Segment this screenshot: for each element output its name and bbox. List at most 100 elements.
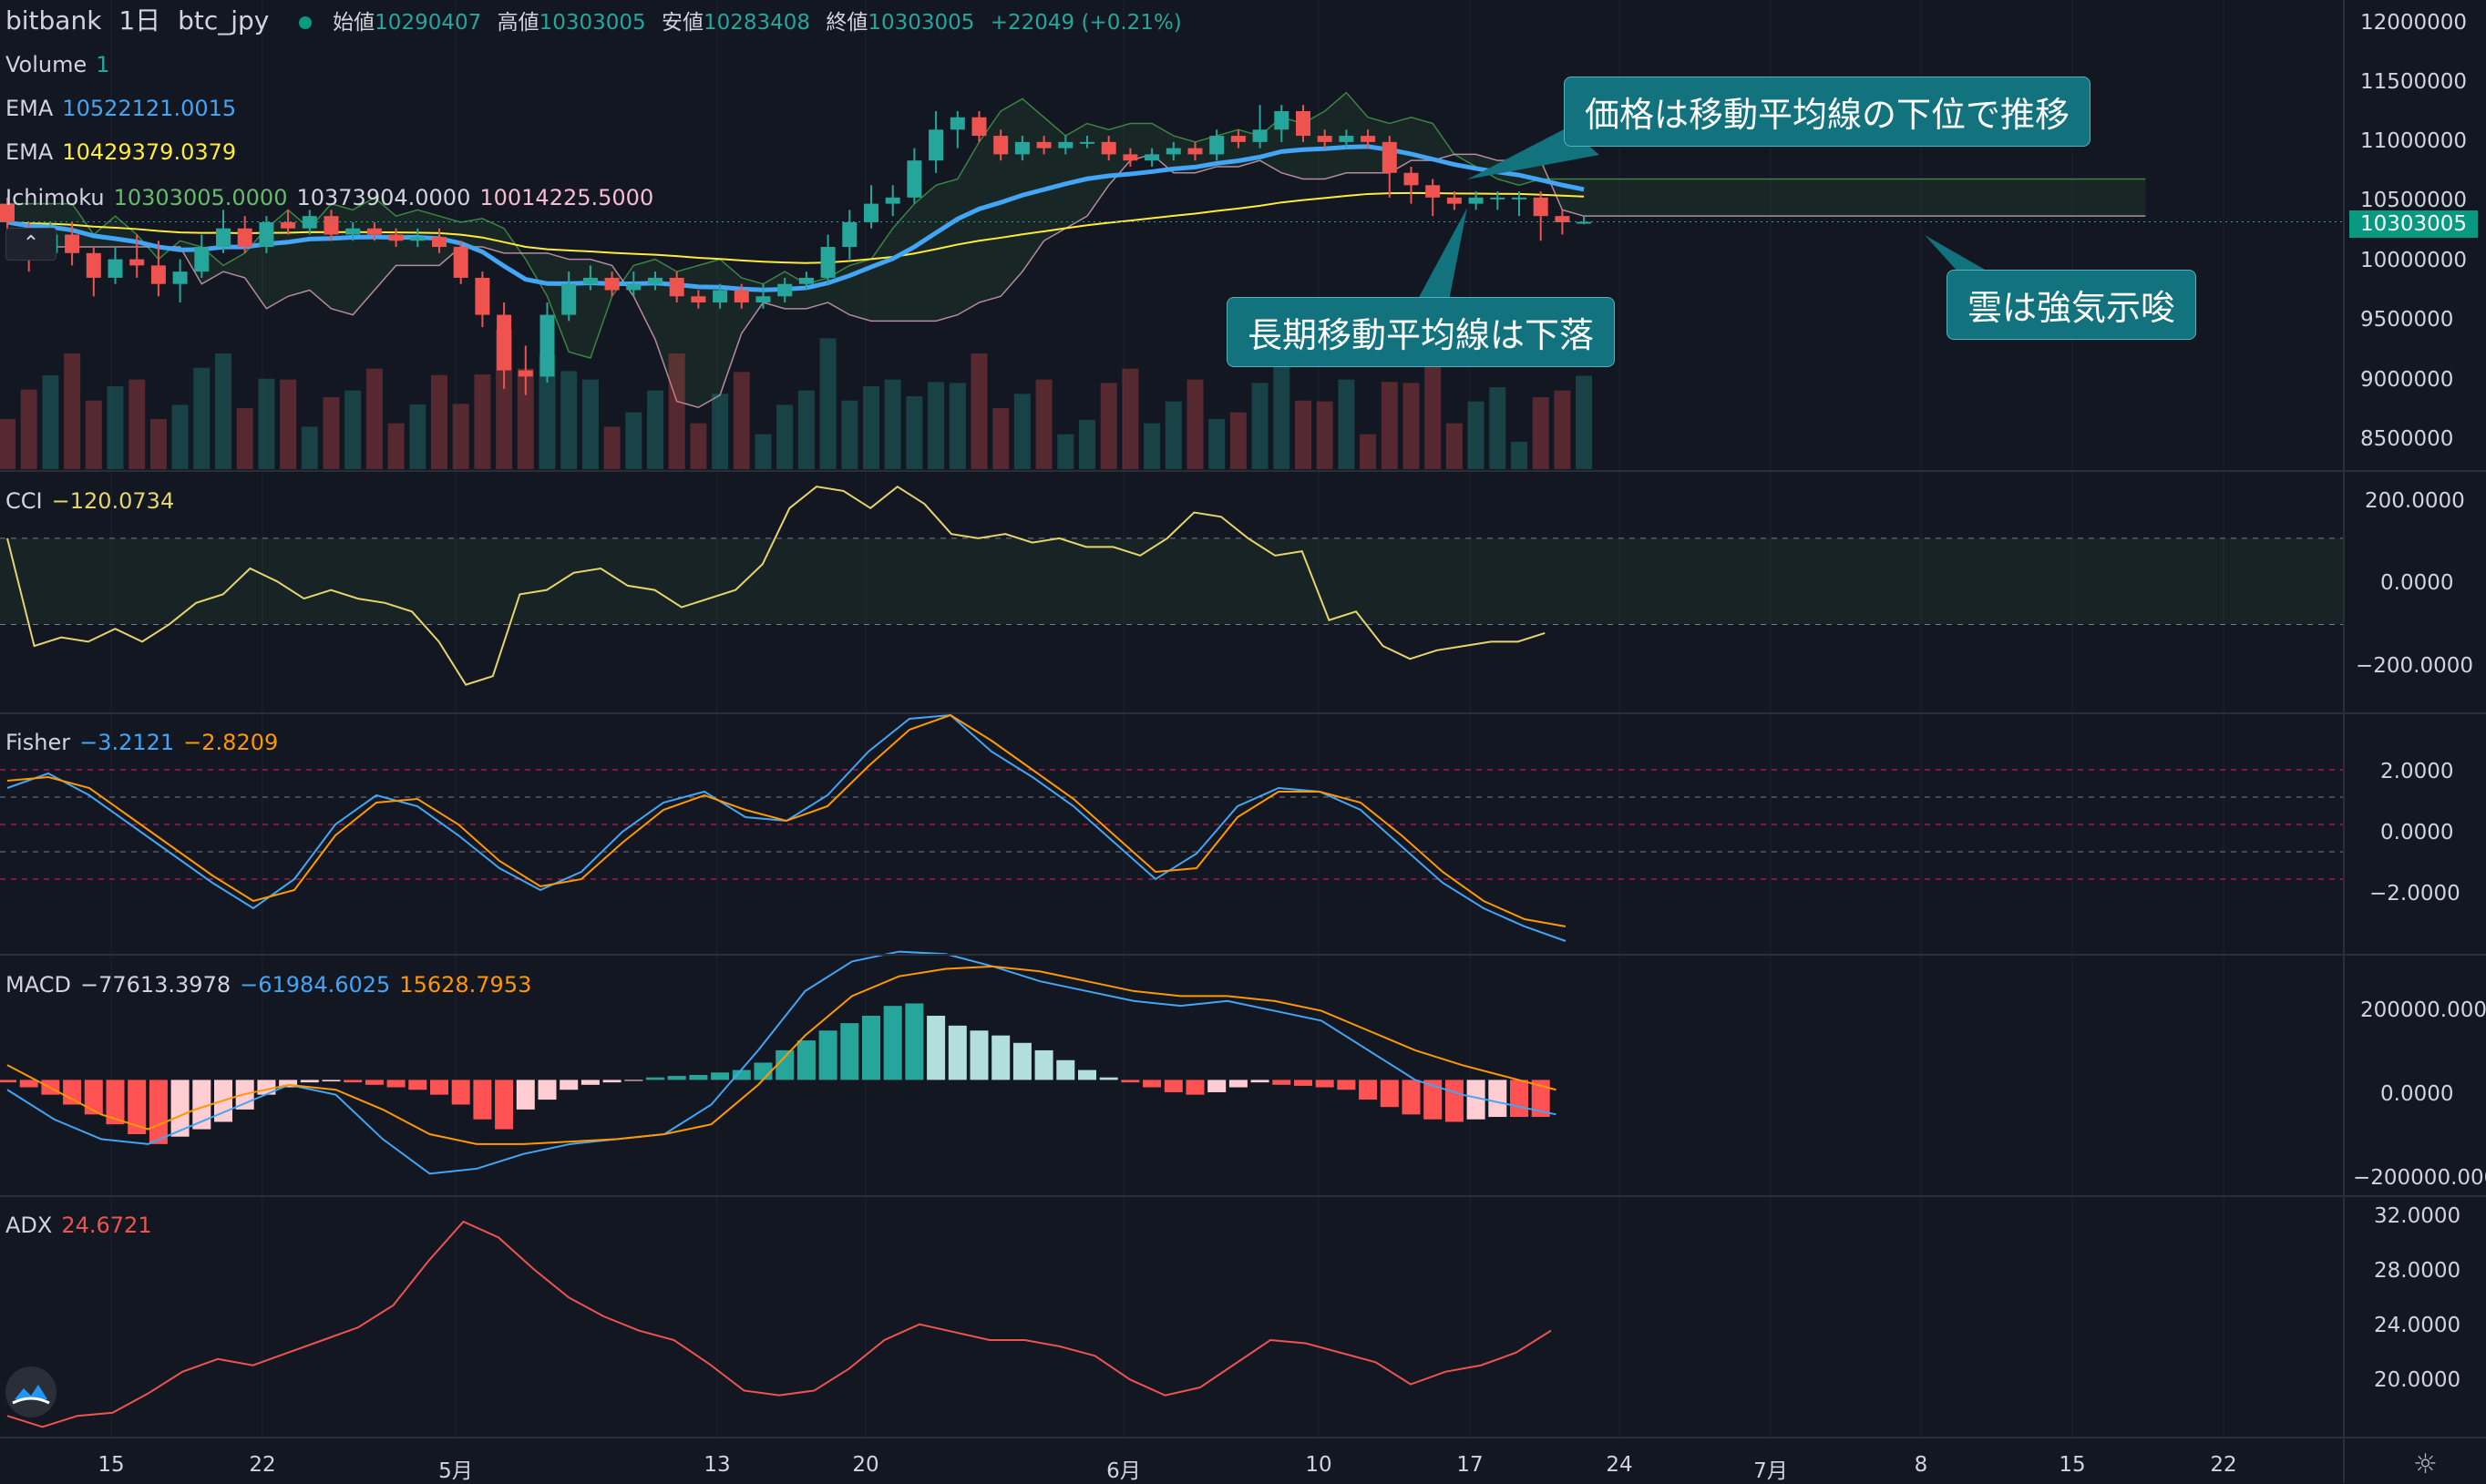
macd-histogram-bar xyxy=(1294,1080,1312,1086)
cci-tick: 200.0000 xyxy=(2365,489,2465,513)
price-tick: 11500000 xyxy=(2360,70,2468,94)
ema1-legend[interactable]: EMA 10522121.0015 xyxy=(5,95,245,122)
price-tick: 10500000 xyxy=(2360,189,2468,212)
candle-body xyxy=(410,237,426,241)
cci-tick: 0.0000 xyxy=(2380,571,2454,595)
candle-body xyxy=(907,160,922,198)
macd-histogram-bar xyxy=(1012,1042,1032,1080)
current-price-tag: 10303005 xyxy=(2349,210,2479,238)
volume-bar xyxy=(1122,368,1139,469)
macd-v2: −61984.6025 xyxy=(240,972,391,998)
tradingview-logo[interactable] xyxy=(5,1366,56,1417)
pair: btc_jpy xyxy=(178,5,270,36)
volume-bar xyxy=(1424,361,1442,469)
candle-body xyxy=(539,314,555,377)
macd-line xyxy=(6,950,1556,1175)
volume-bar xyxy=(560,371,578,469)
macd-histogram-bar xyxy=(386,1080,406,1088)
volume-bar xyxy=(1467,401,1484,469)
volume-label: Volume xyxy=(5,52,87,77)
volume-bar xyxy=(733,372,750,469)
candle-body xyxy=(453,247,468,278)
candle-body xyxy=(194,247,210,272)
price-tick: 11000000 xyxy=(2360,129,2468,153)
volume-bar xyxy=(971,353,988,469)
macd-legend[interactable]: MACD −77613.3978 −61984.6025 15628.7953 xyxy=(5,971,540,998)
candle-body xyxy=(388,234,404,241)
fisher-line xyxy=(6,713,1567,927)
candle-body xyxy=(777,283,793,297)
fisher-legend[interactable]: Fisher −3.2121 −2.8209 xyxy=(5,729,287,756)
x-tick: 22 xyxy=(249,1453,276,1477)
macd-histogram-bar xyxy=(667,1076,686,1080)
macd-histogram-bar xyxy=(300,1080,319,1083)
volume-bar xyxy=(64,353,81,469)
candle-body xyxy=(820,247,836,278)
cci-legend[interactable]: CCI −120.0734 xyxy=(5,487,183,515)
macd-histogram-bar xyxy=(1186,1080,1205,1095)
volume-bar xyxy=(85,400,102,469)
macd-histogram-bar xyxy=(840,1023,859,1080)
macd-histogram-bar xyxy=(473,1080,492,1120)
candle-body xyxy=(1382,141,1397,173)
macd-histogram-bar xyxy=(63,1080,82,1105)
annotation-callout[interactable]: 価格は移動平均線の下位で推移 xyxy=(1564,77,2091,147)
volume-bar xyxy=(949,383,966,469)
price-tick: 9000000 xyxy=(2360,368,2454,392)
gear-icon[interactable]: ☼ xyxy=(2413,1448,2438,1480)
candle-body xyxy=(713,290,728,303)
candle-body xyxy=(1123,154,1138,161)
low-value: 10283408 xyxy=(703,11,811,35)
macd-histogram-bar xyxy=(602,1080,622,1083)
volume-bar xyxy=(928,382,945,469)
collapse-legend-button[interactable]: ⌃ xyxy=(5,228,56,261)
volume-bar xyxy=(819,338,837,469)
annotation-callout[interactable]: 雲は強気示唆 xyxy=(1947,270,2197,340)
macd-histogram-bar xyxy=(279,1080,298,1088)
x-tick: 15 xyxy=(98,1453,125,1477)
volume-bar xyxy=(841,400,858,469)
volume-bar xyxy=(776,404,794,469)
candle-body xyxy=(1145,154,1160,161)
adx-tick: 32.0000 xyxy=(2374,1204,2461,1228)
candle-body xyxy=(950,117,965,130)
volume-bar xyxy=(1208,419,1226,469)
macd-histogram-bar xyxy=(495,1080,514,1130)
macd-histogram-bar xyxy=(170,1080,190,1137)
volume-legend[interactable]: Volume 1 xyxy=(5,51,119,78)
ichimoku-legend[interactable]: Ichimoku 10303005.0000 10373904.0000 100142… xyxy=(5,184,663,211)
macd-tick: −200000.0000 xyxy=(2353,1166,2486,1190)
macd-histogram-bar xyxy=(1359,1080,1378,1100)
candle-body xyxy=(734,290,749,303)
macd-histogram-bar xyxy=(1444,1080,1464,1122)
adx-legend[interactable]: ADX 24.6721 xyxy=(5,1212,161,1239)
cci-band xyxy=(0,537,2344,625)
interval[interactable]: 1日 xyxy=(118,5,161,36)
candle-body xyxy=(281,221,296,229)
macd-histogram-bar xyxy=(883,1006,902,1080)
annotation-callout[interactable]: 長期移動平均線は下落 xyxy=(1227,297,1616,367)
volume-bar xyxy=(884,379,901,469)
candle-body xyxy=(971,117,987,137)
candle-body xyxy=(432,237,447,248)
candle-body xyxy=(1512,197,1526,200)
x-tick: 22 xyxy=(2210,1453,2237,1477)
price-pane xyxy=(0,91,2344,469)
volume-bar xyxy=(1229,412,1247,469)
candle-body xyxy=(65,234,80,253)
adx-line xyxy=(6,1220,1552,1428)
macd-histogram-bar xyxy=(1121,1080,1140,1083)
ema2-legend[interactable]: EMA 10429379.0379 xyxy=(5,138,245,166)
candle-body xyxy=(929,129,944,161)
macd-histogram-bar xyxy=(948,1025,967,1080)
candle-body xyxy=(1577,221,1592,224)
volume-bar xyxy=(1273,353,1290,469)
ichimoku-span-b xyxy=(7,153,2146,409)
grid xyxy=(110,0,2224,1438)
candle-body xyxy=(150,265,166,284)
volume-bar xyxy=(409,404,426,469)
adx-value: 24.6721 xyxy=(61,1213,152,1238)
candle-body xyxy=(1361,136,1376,142)
